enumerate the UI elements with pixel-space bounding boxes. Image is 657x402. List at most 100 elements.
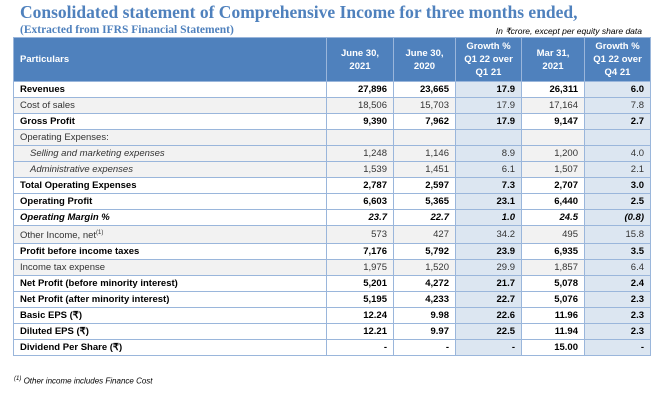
row-label: Operating Expenses: [13,129,327,146]
cell-value: 7.8 [584,97,651,114]
cell-value: 6,603 [326,193,394,210]
cell-value [521,129,585,146]
cell-value: - [455,339,522,357]
cell-value: 2,787 [326,177,394,194]
header-jun-2020: June 30, 2020 [393,37,456,82]
row-label: Income tax expense [13,259,327,277]
cell-value: 6.4 [584,259,651,277]
row-label-text: Selling and marketing expenses [30,148,165,159]
footnote: (1) Other income includes Finance Cost [14,376,153,386]
cell-value: 23,665 [393,81,456,98]
cell-value [393,129,456,146]
cell-value: 34.2 [455,224,522,245]
row-label: Basic EPS (₹) [13,307,327,325]
row-label-text: Basic EPS (₹) [20,310,83,322]
cell-value: 5,076 [521,291,585,309]
cell-value: 22.6 [455,307,522,325]
cell-value: 6.0 [584,81,651,98]
row-label-text: Total Operating Expenses [20,180,137,191]
table-row: Total Operating Expenses 2,787 2,597 7.3 2,7… [13,177,651,194]
cell-value: 2.7 [584,113,651,130]
table-row: Gross Profit 9,390 7,962 17.9 9,147 2.7 [13,113,651,130]
header-jun-2021: June 30, 2021 [326,37,394,82]
row-label-text: Operating Margin % [20,212,110,223]
cell-value [455,129,522,146]
cell-value: 7,176 [326,243,394,261]
row-label-text: Net Profit (before minority interest) [20,278,178,290]
row-label: Administrative expenses [13,161,327,178]
footnote-text: Other income includes Finance Cost [23,376,153,386]
cell-value: 12.21 [326,323,394,341]
cell-value: 15.00 [521,339,585,357]
cell-value: 17,164 [521,97,585,114]
cell-value: 9,390 [326,113,394,130]
cell-value: 5,365 [393,193,456,210]
row-label: Selling and marketing expenses [13,145,327,162]
unit-note: In ₹crore, except per equity share data [495,26,642,36]
cell-value: 5,201 [326,275,394,293]
table-row: Administrative expenses 1,539 1,451 6.1 1,50… [13,161,651,178]
table-row: Operating Margin % 23.7 22.7 1.0 24.5 (0.8) [13,209,651,226]
cell-value: 24.5 [521,209,585,226]
cell-value: 6,935 [521,243,585,261]
cell-value: 2.5 [584,193,651,210]
cell-value: 1,248 [326,145,394,162]
cell-value: 2.3 [584,323,651,341]
row-label: Diluted EPS (₹) [13,323,327,341]
row-label: Gross Profit [13,113,327,130]
cell-value: 15,703 [393,97,456,114]
cell-value: 22.5 [455,323,522,341]
row-label-text: Profit before income taxes [20,246,140,258]
cell-value: 573 [326,224,394,245]
table-row: Profit before income taxes 7,176 5,792 23.9… [13,243,651,261]
cell-value: 1,539 [326,161,394,178]
cell-value: 3.5 [584,243,651,261]
cell-value: 29.9 [455,259,522,277]
header-growth-yoy: Growth % Q1 22 over Q1 21 [455,37,522,82]
cell-value: 6.1 [455,161,522,178]
page-subtitle: (Extracted from IFRS Financial Statement… [20,24,234,36]
page-title: Consolidated statement of Comprehensive … [20,2,578,22]
cell-value: 27,896 [326,81,394,98]
table-row: Diluted EPS (₹) 12.21 9.97 22.5 11.94 2.3 [13,323,651,341]
table-header-row: Particulars June 30, 2021 June 30, 2020 … [13,37,651,82]
cell-value: (0.8) [584,209,651,226]
cell-value [584,129,651,146]
row-label: Net Profit (before minority interest) [13,275,327,293]
cell-value: 8.9 [455,145,522,162]
cell-value: 17.9 [455,81,522,98]
cell-value [326,129,394,146]
row-label: Operating Profit [13,193,327,210]
row-label-text: Net Profit (after minority interest) [20,294,170,306]
cell-value: - [393,339,456,357]
cell-value: 4,233 [393,291,456,309]
cell-value: 1,975 [326,259,394,277]
cell-value: 2,707 [521,177,585,194]
row-label: Revenues [13,81,327,98]
row-label-text: Cost of sales [20,100,75,111]
cell-value: 5,195 [326,291,394,309]
cell-value: 427 [393,224,456,245]
cell-value: 22.7 [455,291,522,309]
cell-value: 1,200 [521,145,585,162]
cell-value: 2,597 [393,177,456,194]
cell-value: 4,272 [393,275,456,293]
cell-value: 15.8 [584,224,651,245]
cell-value: 7,962 [393,113,456,130]
cell-value: 2.3 [584,307,651,325]
cell-value: 23.1 [455,193,522,210]
cell-value: 2.3 [584,291,651,309]
cell-value: 26,311 [521,81,585,98]
cell-value: 11.94 [521,323,585,341]
row-label-text: Dividend Per Share (₹) [20,342,123,354]
cell-value: 5,078 [521,275,585,293]
cell-value: 17.9 [455,97,522,114]
row-label: Dividend Per Share (₹) [13,339,327,357]
cell-value: 2.4 [584,275,651,293]
cell-value: 1,146 [393,145,456,162]
row-label-text: Income tax expense [20,262,106,274]
cell-value: 1,451 [393,161,456,178]
row-label-text: Administrative expenses [30,164,133,175]
cell-value: 21.7 [455,275,522,293]
cell-value: 1,520 [393,259,456,277]
